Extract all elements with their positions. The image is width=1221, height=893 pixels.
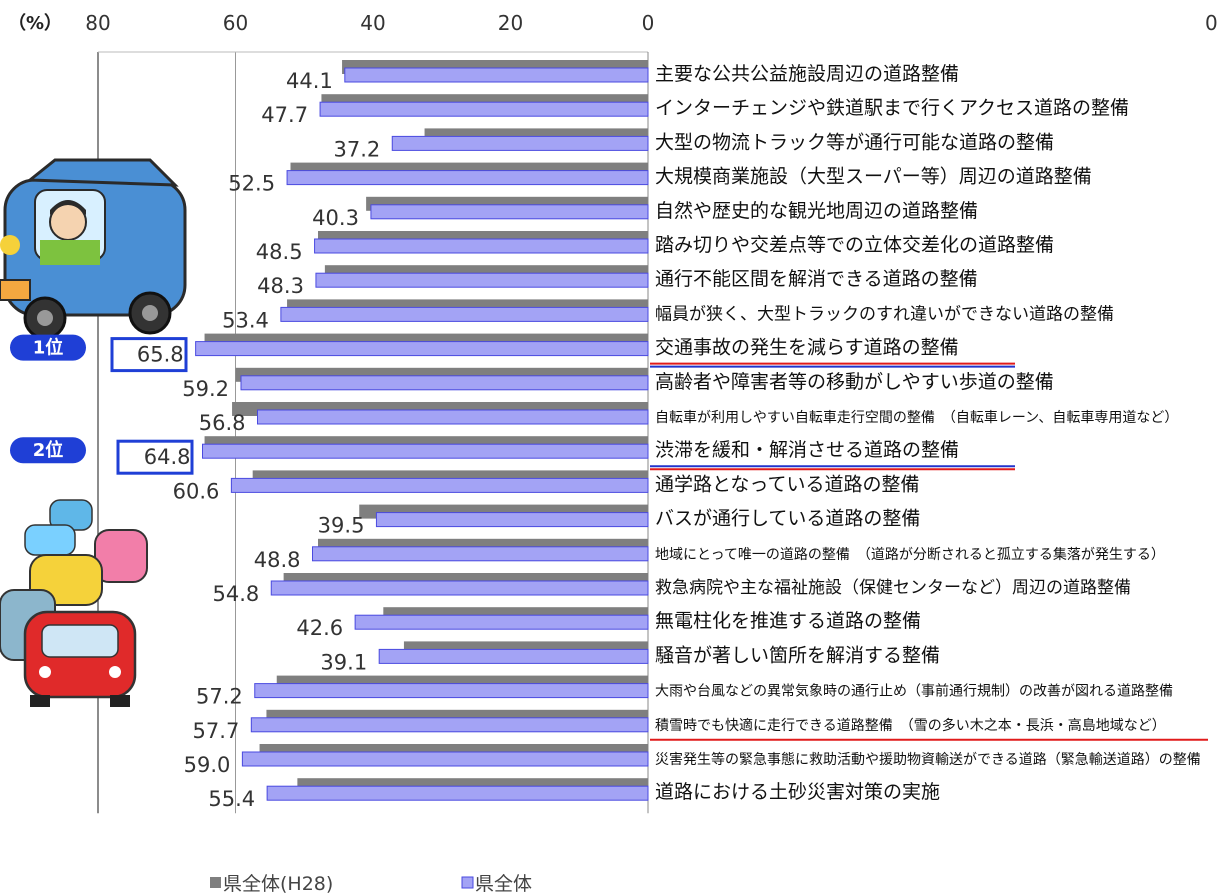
bar-curr-18 bbox=[254, 683, 649, 699]
legend-swatch-curr bbox=[461, 876, 474, 889]
blue-car-illustration bbox=[0, 158, 187, 340]
x-tick-label: 0 bbox=[642, 11, 655, 35]
category-label: 幅員が狭く、大型トラックのすれ違いができない道路の整備 bbox=[655, 304, 1114, 324]
traffic-jam-illustration bbox=[0, 499, 148, 707]
bar-curr-8 bbox=[195, 341, 649, 357]
legend-layer: 県全体(H28) 県全体 bbox=[210, 873, 532, 893]
value-label: 52.5 bbox=[228, 172, 275, 196]
rank-badge-label: 1位 bbox=[33, 337, 64, 359]
value-label: 59.2 bbox=[182, 377, 229, 401]
category-label: インターチェンジや鉄道駅まで行くアクセス道路の整備 bbox=[655, 97, 1129, 119]
value-label: 54.8 bbox=[212, 582, 259, 606]
value-label: 48.5 bbox=[256, 240, 303, 264]
bar-curr-7 bbox=[280, 306, 649, 322]
category-label: 救急病院や主な福祉施設（保健センターなど）周辺の道路整備 bbox=[655, 578, 1131, 598]
bar-curr-11 bbox=[202, 443, 649, 459]
x-tick-label: 20 bbox=[498, 11, 523, 35]
value-label: 48.8 bbox=[254, 548, 301, 572]
bar-curr-6 bbox=[315, 272, 649, 288]
value-label: 40.3 bbox=[312, 206, 359, 230]
rank-layer: 1位 2位 bbox=[10, 334, 194, 475]
category-label: 自然や歴史的な観光地周辺の道路整備 bbox=[655, 200, 978, 222]
bar-curr-2 bbox=[391, 135, 649, 151]
bar-curr-1 bbox=[319, 101, 649, 117]
value-label: 56.8 bbox=[199, 411, 246, 435]
category-label: 大雨や台風などの異常気象時の通行止め（事前通行規制）の改善が図れる道路整備 bbox=[655, 683, 1173, 700]
x-tick-label: 40 bbox=[360, 11, 385, 35]
bar-curr-15 bbox=[270, 580, 649, 596]
category-label: 通行不能区間を解消できる道路の整備 bbox=[655, 268, 978, 290]
value-label: 60.6 bbox=[173, 479, 220, 503]
value-label: 42.6 bbox=[296, 616, 343, 640]
category-label: 積雪時でも快適に走行できる道路整備 （雪の多い木之本・長浜・高島地域など） bbox=[655, 717, 1166, 734]
bar-curr-3 bbox=[286, 170, 649, 186]
category-label: 交通事故の発生を減らす道路の整備 bbox=[655, 337, 959, 359]
category-label: 災害発生等の緊急事態に救助活動や援助物資輸送ができる道路（緊急輸送道路）の整備 bbox=[655, 751, 1201, 768]
category-label: 渋滞を緩和・解消させる道路の整備 bbox=[655, 439, 959, 461]
value-label: 39.5 bbox=[318, 514, 365, 538]
bar-curr-12 bbox=[230, 477, 649, 493]
value-label: 53.4 bbox=[222, 308, 269, 332]
unit-label: （%） bbox=[8, 13, 62, 34]
rank-value-box bbox=[116, 439, 194, 475]
category-label: 通学路となっている道路の整備 bbox=[655, 473, 919, 495]
bar-curr-16 bbox=[354, 614, 649, 630]
rank-badge bbox=[10, 334, 86, 361]
category-label: 大規模商業施設（大型スーパー等）周辺の道路整備 bbox=[655, 166, 1092, 188]
value-label: 37.2 bbox=[333, 137, 380, 161]
category-label: 自転車が利用しやすい自転車走行空間の整備 （自転車レーン、自転車専用道など） bbox=[655, 409, 1178, 426]
labels-layer: 44.1 主要な公共公益施設周辺の道路整備 47.7 インターチェンジや鉄道駅まで行く… bbox=[137, 63, 1208, 811]
category-label: 大型の物流トラック等が通行可能な道路の整備 bbox=[655, 131, 1054, 153]
legend-label-prev: 県全体(H28) bbox=[223, 873, 333, 893]
value-label: 44.1 bbox=[286, 69, 333, 93]
value-label: 57.2 bbox=[196, 685, 243, 709]
value-label: 48.3 bbox=[257, 274, 304, 298]
category-label: 踏み切りや交差点等での立体交差化の道路整備 bbox=[655, 234, 1054, 256]
bar-curr-17 bbox=[378, 648, 649, 664]
bar-curr-21 bbox=[266, 785, 649, 801]
rank-badge bbox=[10, 437, 86, 464]
bar-curr-5 bbox=[314, 238, 649, 254]
value-label: 59.0 bbox=[184, 753, 231, 777]
bar-curr-0 bbox=[344, 67, 649, 83]
x-tick-label: 60 bbox=[223, 11, 248, 35]
category-label: 無電柱化を推進する道路の整備 bbox=[655, 610, 921, 632]
bars-layer bbox=[195, 60, 649, 801]
category-label: 騒音が著しい箇所を解消する整備 bbox=[655, 644, 940, 666]
x-tick-label: 80 bbox=[85, 11, 110, 35]
value-label: 65.8 bbox=[137, 343, 184, 367]
category-label: 地域にとって唯一の道路の整備 （道路が分断されると孤立する集落が発生する） bbox=[655, 546, 1165, 563]
bar-curr-4 bbox=[370, 204, 649, 220]
value-label: 55.4 bbox=[208, 787, 255, 811]
right-tick-label: 0 bbox=[1205, 11, 1218, 35]
value-label: 64.8 bbox=[144, 445, 191, 469]
bar-curr-20 bbox=[241, 751, 649, 767]
category-label: 主要な公共公益施設周辺の道路整備 bbox=[655, 63, 959, 85]
legend-swatch-prev bbox=[210, 877, 221, 888]
legend-label-curr: 県全体 bbox=[475, 873, 532, 893]
bar-curr-10 bbox=[257, 409, 649, 425]
bar-curr-13 bbox=[375, 512, 649, 528]
bar-curr-19 bbox=[250, 717, 649, 733]
category-label: 道路における土砂災害対策の実施 bbox=[655, 781, 940, 803]
value-label: 39.1 bbox=[320, 650, 367, 674]
category-label: 高齢者や障害者等の移動がしやすい歩道の整備 bbox=[655, 371, 1054, 393]
value-label: 57.7 bbox=[193, 719, 240, 743]
bar-curr-14 bbox=[312, 546, 649, 562]
category-label: バスが通行している道路の整備 bbox=[655, 508, 920, 530]
bar-curr-9 bbox=[240, 375, 649, 391]
rank-badge-label: 2位 bbox=[33, 439, 64, 461]
rank-value-box bbox=[110, 337, 188, 373]
value-label: 47.7 bbox=[261, 103, 308, 127]
illustration-layer bbox=[0, 158, 187, 707]
